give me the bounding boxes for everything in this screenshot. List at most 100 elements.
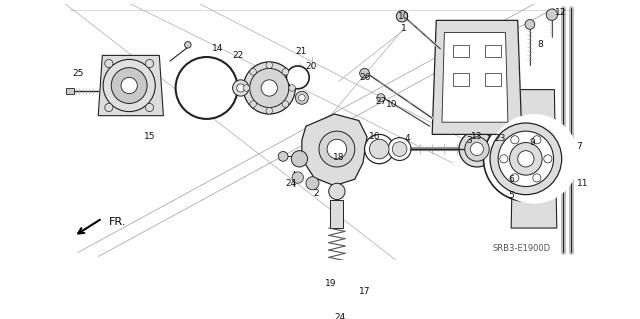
- Polygon shape: [302, 114, 367, 186]
- Text: 4: 4: [405, 134, 410, 143]
- Text: 14: 14: [212, 44, 223, 53]
- Text: SRB3-E1900D: SRB3-E1900D: [493, 244, 551, 253]
- Polygon shape: [511, 90, 557, 228]
- Circle shape: [286, 66, 309, 89]
- Text: 24: 24: [335, 313, 346, 319]
- Circle shape: [243, 62, 295, 114]
- Circle shape: [511, 136, 519, 144]
- Circle shape: [329, 183, 345, 200]
- Polygon shape: [98, 56, 163, 116]
- Text: 7: 7: [576, 142, 582, 151]
- Circle shape: [289, 85, 295, 91]
- Circle shape: [306, 177, 319, 190]
- Circle shape: [250, 68, 289, 108]
- Polygon shape: [432, 20, 522, 134]
- Circle shape: [292, 172, 303, 183]
- Circle shape: [544, 155, 552, 163]
- Circle shape: [328, 283, 341, 296]
- Circle shape: [175, 57, 237, 119]
- Circle shape: [250, 69, 257, 75]
- Circle shape: [299, 94, 305, 101]
- Circle shape: [243, 85, 250, 91]
- Circle shape: [392, 142, 407, 156]
- Text: 1: 1: [401, 24, 406, 33]
- Text: 10: 10: [398, 12, 410, 21]
- Circle shape: [111, 68, 147, 103]
- Text: 6: 6: [508, 175, 514, 184]
- Circle shape: [365, 134, 394, 164]
- Polygon shape: [66, 88, 74, 94]
- Circle shape: [498, 131, 554, 187]
- Circle shape: [532, 174, 541, 182]
- Polygon shape: [314, 292, 359, 301]
- Circle shape: [278, 152, 288, 161]
- Text: 26: 26: [359, 73, 371, 82]
- Text: 17: 17: [359, 287, 371, 296]
- Circle shape: [103, 59, 156, 112]
- Circle shape: [500, 155, 508, 163]
- Circle shape: [532, 136, 541, 144]
- Circle shape: [459, 131, 495, 167]
- Text: 15: 15: [144, 132, 156, 141]
- Circle shape: [261, 80, 277, 96]
- Text: 21: 21: [295, 47, 307, 56]
- Bar: [485, 73, 501, 85]
- Text: 9: 9: [529, 138, 535, 147]
- Circle shape: [483, 116, 568, 201]
- Circle shape: [105, 103, 113, 112]
- Circle shape: [525, 19, 535, 29]
- Circle shape: [488, 138, 512, 163]
- Circle shape: [319, 131, 355, 167]
- Circle shape: [330, 290, 344, 303]
- Circle shape: [237, 84, 245, 92]
- Circle shape: [327, 139, 347, 159]
- Polygon shape: [442, 33, 508, 122]
- Circle shape: [184, 41, 191, 48]
- Circle shape: [282, 101, 289, 108]
- Circle shape: [180, 62, 232, 114]
- Circle shape: [377, 94, 385, 102]
- Circle shape: [295, 91, 308, 104]
- Bar: [452, 73, 469, 85]
- Text: 3: 3: [466, 137, 472, 145]
- Bar: [452, 45, 469, 57]
- Circle shape: [511, 174, 519, 182]
- Text: 5: 5: [508, 191, 514, 200]
- Bar: [485, 45, 501, 57]
- Circle shape: [145, 103, 154, 112]
- Text: 10: 10: [386, 100, 397, 109]
- Bar: [330, 200, 344, 228]
- Text: 18: 18: [333, 153, 344, 162]
- Circle shape: [291, 151, 308, 167]
- Circle shape: [360, 68, 369, 78]
- Text: FR.: FR.: [109, 217, 126, 226]
- Circle shape: [282, 69, 289, 75]
- Circle shape: [145, 59, 154, 68]
- Text: 2: 2: [313, 189, 319, 197]
- Circle shape: [105, 59, 113, 68]
- Text: 23: 23: [494, 134, 506, 143]
- Text: 11: 11: [577, 179, 589, 188]
- Circle shape: [369, 139, 389, 159]
- Text: 27: 27: [375, 97, 387, 106]
- Circle shape: [266, 108, 273, 114]
- Text: 8: 8: [538, 40, 543, 49]
- Circle shape: [490, 123, 562, 195]
- Circle shape: [518, 151, 534, 167]
- Circle shape: [546, 9, 557, 20]
- Circle shape: [465, 137, 489, 161]
- Circle shape: [332, 303, 342, 313]
- Text: 12: 12: [555, 8, 566, 17]
- Circle shape: [489, 114, 579, 204]
- Text: 13: 13: [471, 132, 483, 141]
- Text: 19: 19: [324, 279, 336, 288]
- Circle shape: [509, 143, 542, 175]
- Circle shape: [470, 143, 483, 156]
- Text: 20: 20: [305, 62, 317, 71]
- Circle shape: [396, 11, 408, 22]
- Text: 24: 24: [285, 179, 297, 188]
- Circle shape: [331, 286, 338, 293]
- Circle shape: [266, 62, 273, 68]
- Circle shape: [121, 78, 138, 94]
- Circle shape: [492, 143, 508, 159]
